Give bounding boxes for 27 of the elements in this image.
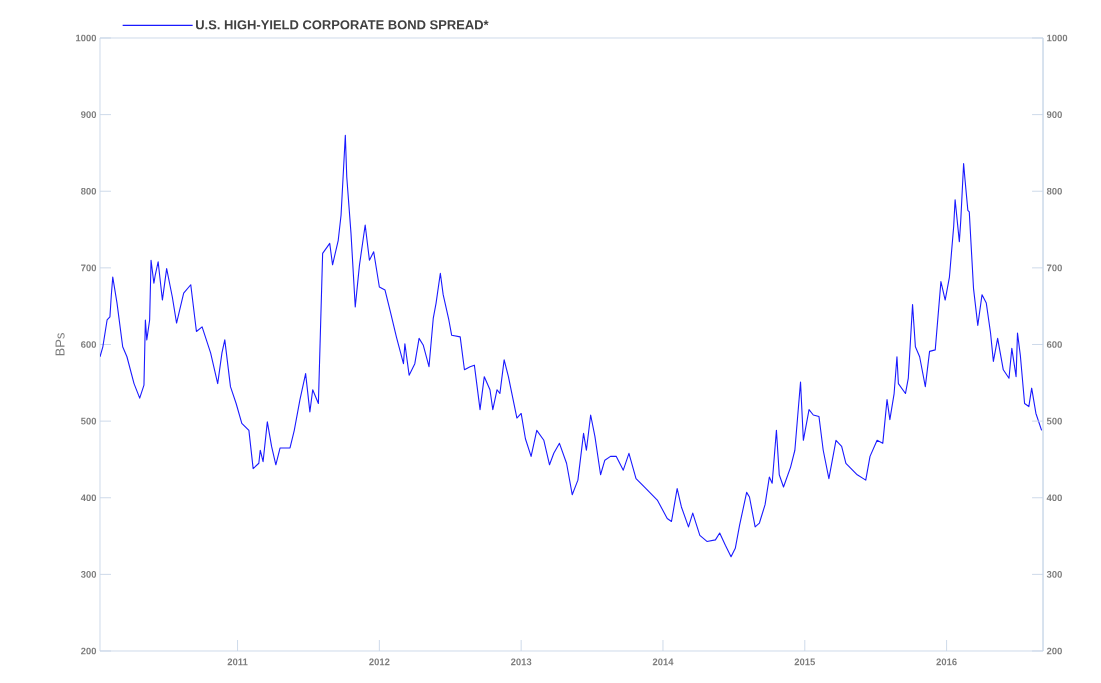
y-tick-label: 300 — [80, 571, 97, 578]
x-tick-label: 2011 — [227, 658, 248, 666]
y-tick-label: 600 — [81, 341, 97, 348]
y-tick-label: 500 — [80, 417, 97, 425]
y2-tick-label: 1000 — [1047, 34, 1068, 42]
y2-tick-label: 200 — [1046, 647, 1062, 655]
y2-tick-label: 300 — [1046, 571, 1062, 578]
x-tick-label: 2015 — [794, 658, 816, 666]
y2-tick-label: 800 — [1046, 187, 1062, 195]
y-tick-label: 1000 — [76, 34, 97, 42]
y-tick-label: 800 — [80, 187, 97, 195]
x-tick-label: 2013 — [510, 658, 532, 666]
y2-tick-label: 700 — [1046, 264, 1062, 272]
x-tick-label: 2012 — [369, 658, 390, 666]
text: U.S. HIGH-YIELD CORPORATE BOND SPREAD* — [196, 20, 489, 30]
y2-tick-label: 400 — [1046, 494, 1062, 502]
y-tick-label: 400 — [80, 494, 97, 502]
y-tick-label: 200 — [81, 647, 97, 655]
y-tick-label: 900 — [81, 111, 97, 118]
x-tick-label: 2016 — [936, 658, 957, 666]
y-axis-title: BPs — [55, 333, 65, 356]
y2-tick-label: 600 — [1046, 341, 1062, 348]
y-tick-label: 700 — [81, 264, 97, 272]
line-series — [100, 134, 1043, 558]
y2-tick-label: 900 — [1046, 111, 1062, 118]
x-tick-label: 2014 — [652, 658, 674, 666]
y2-tick-label: 500 — [1046, 417, 1062, 425]
